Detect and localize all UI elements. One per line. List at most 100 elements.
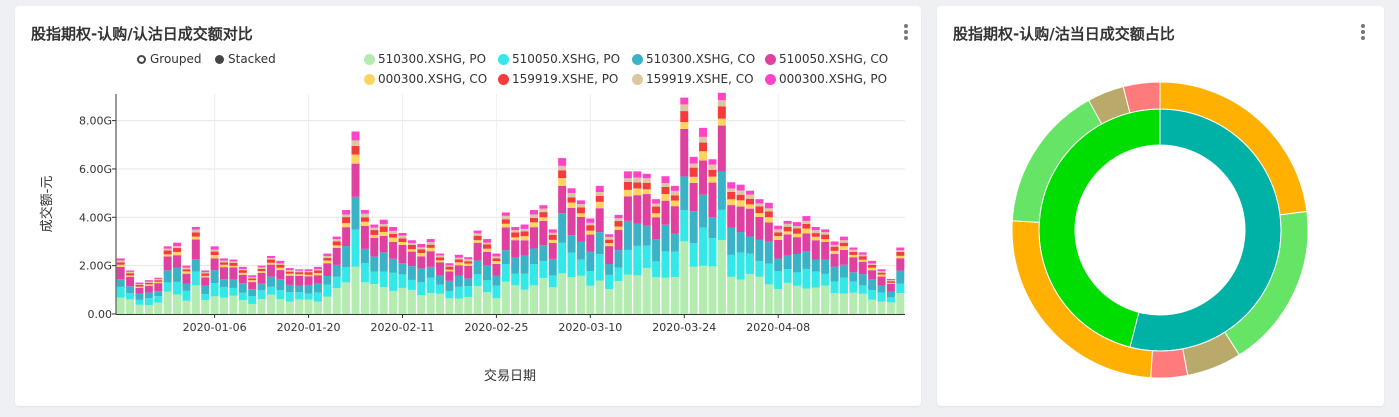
bar-segment[interactable]: [492, 256, 501, 259]
bar-segment[interactable]: [736, 232, 745, 253]
legend-item[interactable]: 159919.XSHE, PO: [498, 72, 618, 86]
bar-segment[interactable]: [558, 242, 567, 274]
bar-segment[interactable]: [483, 264, 492, 281]
bar-segment[interactable]: [210, 251, 219, 256]
bar-segment[interactable]: [858, 252, 867, 255]
bar-segment[interactable]: [689, 163, 698, 168]
bar-segment[interactable]: [736, 252, 745, 280]
bar-segment[interactable]: [238, 272, 247, 275]
bar-segment[interactable]: [389, 233, 398, 238]
bar-segment[interactable]: [699, 142, 708, 152]
bar-segment[interactable]: [670, 190, 679, 196]
bar-segment[interactable]: [229, 267, 238, 280]
legend-item[interactable]: 510300.XSHG, CO: [632, 52, 755, 66]
bar-segment[interactable]: [708, 266, 717, 314]
bar-segment[interactable]: [877, 272, 886, 275]
bar-segment[interactable]: [520, 231, 529, 237]
bar-segment[interactable]: [567, 202, 576, 208]
bar-segment[interactable]: [708, 159, 717, 165]
bar-segment[interactable]: [877, 269, 886, 272]
bar-segment[interactable]: [483, 242, 492, 245]
bar-segment[interactable]: [445, 290, 454, 299]
bar-segment[interactable]: [370, 227, 379, 231]
bar-segment[interactable]: [868, 270, 877, 280]
bar-segment[interactable]: [567, 277, 576, 314]
bar-segment[interactable]: [746, 253, 755, 274]
bar-segment[interactable]: [407, 240, 416, 243]
bar-segment[interactable]: [764, 222, 773, 242]
bar-segment[interactable]: [201, 294, 210, 301]
bar-segment[interactable]: [370, 283, 379, 314]
bar-segment[interactable]: [238, 274, 247, 284]
bar-stack[interactable]: [558, 158, 567, 314]
bar-segment[interactable]: [802, 223, 811, 229]
more-options-icon[interactable]: [901, 24, 911, 42]
bar-segment[interactable]: [313, 272, 322, 276]
bar-segment[interactable]: [623, 171, 632, 179]
bar-segment[interactable]: [623, 220, 632, 250]
bar-segment[interactable]: [379, 224, 388, 227]
bar-segment[interactable]: [360, 263, 369, 283]
bar-segment[interactable]: [839, 242, 848, 247]
bar-stack[interactable]: [220, 258, 229, 314]
bar-segment[interactable]: [576, 207, 585, 214]
bar-stack[interactable]: [689, 156, 698, 314]
bar-segment[interactable]: [417, 243, 426, 248]
bar-segment[interactable]: [116, 264, 125, 267]
bar-segment[interactable]: [708, 176, 717, 183]
bar-segment[interactable]: [464, 257, 473, 260]
bar-segment[interactable]: [792, 272, 801, 286]
bar-segment[interactable]: [285, 284, 294, 293]
bar-segment[interactable]: [558, 213, 567, 243]
bar-segment[interactable]: [576, 213, 585, 217]
bar-segment[interactable]: [501, 223, 510, 228]
bar-segment[interactable]: [877, 271, 886, 273]
bar-segment[interactable]: [360, 210, 369, 214]
bar-segment[interactable]: [210, 255, 219, 259]
bar-segment[interactable]: [464, 296, 473, 314]
bar-segment[interactable]: [830, 250, 839, 254]
bar-stack[interactable]: [483, 239, 492, 314]
bar-segment[interactable]: [774, 289, 783, 314]
bar-stack[interactable]: [426, 239, 435, 314]
bar-segment[interactable]: [191, 236, 200, 240]
bar-segment[interactable]: [830, 281, 839, 294]
bar-stack[interactable]: [576, 200, 585, 314]
bar-segment[interactable]: [642, 189, 651, 195]
bar-stack[interactable]: [257, 265, 266, 314]
bar-stack[interactable]: [520, 224, 529, 314]
bar-segment[interactable]: [520, 273, 529, 290]
bar-segment[interactable]: [436, 293, 445, 314]
bar-segment[interactable]: [529, 285, 538, 314]
bar-segment[interactable]: [661, 224, 670, 252]
bar-stack[interactable]: [868, 260, 877, 314]
bar-segment[interactable]: [351, 196, 360, 230]
bar-segment[interactable]: [116, 260, 125, 263]
bar-segment[interactable]: [830, 293, 839, 314]
bar-segment[interactable]: [755, 239, 764, 262]
bar-segment[interactable]: [652, 199, 661, 204]
bar-segment[interactable]: [370, 237, 379, 257]
bar-segment[interactable]: [595, 232, 604, 255]
bar-segment[interactable]: [323, 296, 332, 314]
bar-segment[interactable]: [135, 287, 144, 294]
bar-segment[interactable]: [680, 210, 689, 242]
bar-segment[interactable]: [454, 254, 463, 258]
bar-segment[interactable]: [896, 255, 905, 259]
bar-segment[interactable]: [182, 265, 191, 268]
bar-stack[interactable]: [764, 202, 773, 314]
bar-segment[interactable]: [173, 267, 182, 282]
bar-segment[interactable]: [576, 275, 585, 314]
bar-segment[interactable]: [454, 259, 463, 263]
bar-segment[interactable]: [135, 283, 144, 285]
bar-segment[interactable]: [182, 283, 191, 291]
bar-segment[interactable]: [511, 240, 520, 258]
bar-segment[interactable]: [473, 285, 482, 314]
bar-segment[interactable]: [755, 199, 764, 204]
bar-segment[interactable]: [332, 241, 341, 246]
bar-segment[interactable]: [483, 280, 492, 293]
bar-segment[interactable]: [257, 265, 266, 268]
bar-segment[interactable]: [821, 285, 830, 314]
bar-stack[interactable]: [633, 171, 642, 314]
bar-segment[interactable]: [511, 273, 520, 286]
